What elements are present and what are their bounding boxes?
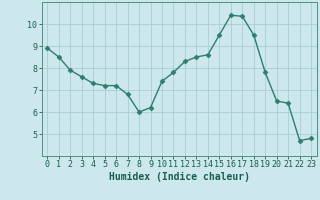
X-axis label: Humidex (Indice chaleur): Humidex (Indice chaleur)	[109, 172, 250, 182]
